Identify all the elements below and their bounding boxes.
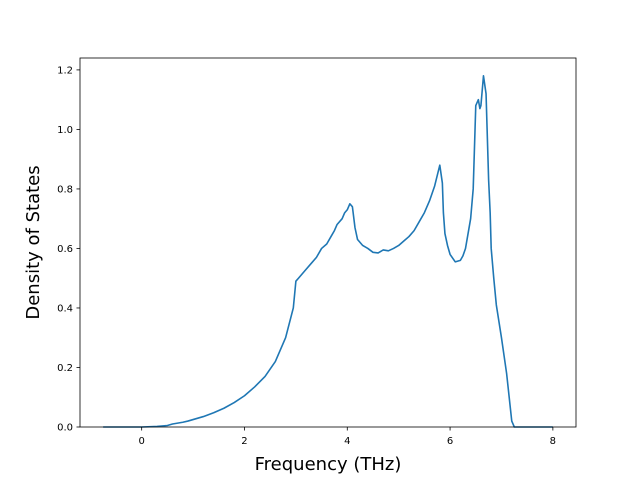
x-tick-label: 2 bbox=[241, 436, 247, 447]
y-tick-label: 0.0 bbox=[57, 423, 73, 434]
y-tick-label: 0.2 bbox=[57, 363, 73, 374]
y-tick-label: 0.4 bbox=[57, 303, 73, 314]
dos-series-line-0 bbox=[103, 75, 553, 428]
x-tick-label: 4 bbox=[344, 436, 350, 447]
y-tick-label: 0.8 bbox=[57, 184, 73, 195]
y-axis-label: Density of States bbox=[23, 165, 44, 319]
x-axis-label: Frequency (THz) bbox=[255, 454, 402, 475]
x-tick-label: 8 bbox=[550, 436, 556, 447]
x-tick-label: 0 bbox=[138, 436, 144, 447]
y-tick-label: 1.2 bbox=[57, 65, 73, 76]
y-tick-label: 1.0 bbox=[57, 125, 73, 136]
y-axis-ticks: 0.0 0.2 0.4 0.6 0.8 1.0 1.2 bbox=[57, 65, 80, 434]
x-tick-label: 6 bbox=[447, 436, 453, 447]
y-tick-label: 0.6 bbox=[57, 244, 73, 255]
axes-frame bbox=[79, 57, 577, 428]
x-axis-ticks: 0 2 4 6 8 bbox=[138, 427, 556, 447]
plot-layer bbox=[103, 75, 553, 428]
